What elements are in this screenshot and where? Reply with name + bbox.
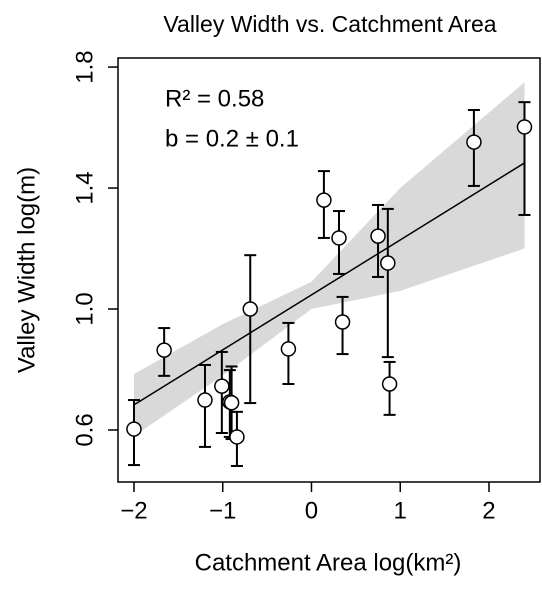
point [126, 421, 142, 437]
x-tick-label: −2 [120, 497, 147, 524]
point [316, 192, 332, 208]
point [380, 255, 396, 271]
y-tick-label: 1.4 [71, 171, 98, 204]
point [370, 228, 386, 244]
point [280, 341, 297, 357]
confidence-band [133, 82, 525, 437]
x-axis-label: Catchment Area log(km²) [195, 549, 462, 576]
y-tick-label: 1.8 [71, 50, 98, 83]
x-tick-label: 0 [305, 497, 318, 524]
point [466, 134, 482, 150]
annotation: R² = 0.58 [165, 85, 264, 112]
plot-frame [117, 57, 541, 483]
point [334, 314, 351, 330]
chart-title: Valley Width vs. Catchment Area [163, 11, 496, 37]
y-tick-label: 0.6 [71, 413, 98, 446]
x-tick-label: 1 [394, 497, 407, 524]
x-tick-label: −1 [209, 497, 236, 524]
point [516, 119, 533, 135]
x-tick-label: 2 [482, 497, 495, 524]
point [242, 301, 258, 317]
point [197, 392, 213, 408]
point [381, 376, 398, 392]
point [214, 378, 230, 394]
point [223, 395, 240, 411]
y-tick-label: 1.0 [71, 292, 98, 325]
annotation: b = 0.2 ± 0.1 [165, 125, 299, 152]
point [156, 342, 172, 358]
y-axis-label: Valley Width log(m) [13, 167, 40, 373]
point [331, 230, 347, 246]
point [229, 429, 245, 445]
